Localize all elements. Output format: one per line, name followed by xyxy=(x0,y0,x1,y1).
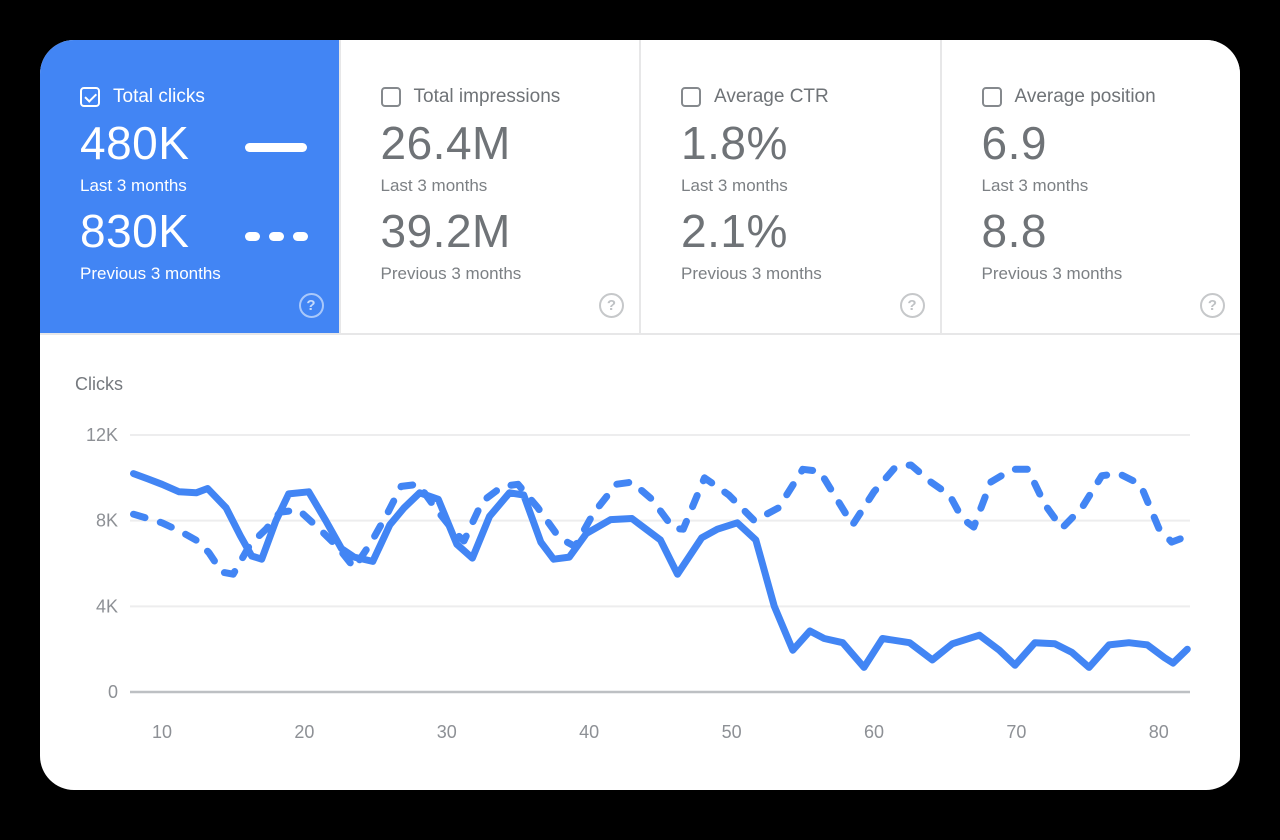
x-tick-label: 40 xyxy=(579,722,599,742)
clicks-line-chart: 0 4K 8K 12K 10 20 30 40 50 60 70 80 xyxy=(86,425,1191,742)
x-tick-label: 30 xyxy=(437,722,457,742)
previous-caption: Previous 3 months xyxy=(981,264,1123,283)
checkbox-unchecked-icon[interactable] xyxy=(380,87,401,107)
previous-value: 39.2M xyxy=(380,205,511,257)
clicks-line-previous xyxy=(130,461,1187,578)
y-tick-label: 12K xyxy=(86,425,118,445)
previous-caption: Previous 3 months xyxy=(80,264,221,283)
current-caption: Last 3 months xyxy=(380,176,488,195)
y-tick-label: 8K xyxy=(96,511,118,531)
previous-caption: Previous 3 months xyxy=(681,264,822,283)
x-tick-label: 20 xyxy=(294,722,314,742)
chart-title: Clicks xyxy=(75,374,123,394)
help-icon[interactable]: ? xyxy=(298,293,324,318)
help-icon[interactable]: ? xyxy=(1200,293,1225,318)
average-ctr-check-row[interactable]: Average CTR xyxy=(681,86,829,108)
solid-line-legend-icon xyxy=(245,143,307,152)
card-label: Average CTR xyxy=(714,86,829,107)
checkbox-checked-icon[interactable] xyxy=(80,87,100,107)
metric-cards-row: Total clicks 480K Last 3 months 830K Pre… xyxy=(40,40,1240,335)
total-impressions-check-row[interactable]: Total impressions xyxy=(380,86,561,108)
checkbox-unchecked-icon[interactable] xyxy=(981,87,1002,107)
total-clicks-check-row[interactable]: Total clicks xyxy=(80,86,205,108)
x-tick-label: 80 xyxy=(1149,722,1169,742)
current-caption: Last 3 months xyxy=(981,176,1089,195)
current-value: 6.9 xyxy=(981,117,1047,169)
card-label: Average position xyxy=(1014,86,1156,107)
y-tick-label: 4K xyxy=(96,596,118,616)
current-value: 1.8% xyxy=(681,117,788,169)
previous-value: 2.1% xyxy=(681,205,788,257)
x-tick-label: 60 xyxy=(864,722,884,742)
x-tick-label: 50 xyxy=(722,722,742,742)
card-label: Total clicks xyxy=(113,86,205,107)
current-caption: Last 3 months xyxy=(681,176,788,195)
average-position-check-row[interactable]: Average position xyxy=(981,86,1156,108)
previous-value: 830K xyxy=(80,205,190,257)
card-total-clicks[interactable]: Total clicks 480K Last 3 months 830K Pre… xyxy=(40,40,339,333)
checkbox-unchecked-icon[interactable] xyxy=(681,87,701,107)
previous-caption: Previous 3 months xyxy=(380,264,522,283)
x-tick-label: 70 xyxy=(1006,722,1026,742)
card-total-impressions[interactable]: Total impressions 26.4M Last 3 months 39… xyxy=(338,40,639,333)
current-value: 480K xyxy=(80,117,190,169)
clicks-line-current xyxy=(130,470,1191,671)
x-tick-label: 10 xyxy=(152,722,172,742)
current-value: 26.4M xyxy=(380,117,511,169)
help-icon[interactable]: ? xyxy=(599,293,624,318)
dashboard-panel: Total clicks 480K Last 3 months 830K Pre… xyxy=(40,40,1240,790)
current-caption: Last 3 months xyxy=(80,176,187,195)
card-label: Total impressions xyxy=(413,86,561,107)
help-icon[interactable]: ? xyxy=(899,293,925,318)
card-average-ctr[interactable]: Average CTR 1.8% Last 3 months 2.1% Prev… xyxy=(639,40,940,333)
card-average-position[interactable]: Average position 6.9 Last 3 months 8.8 P… xyxy=(939,40,1240,333)
dashed-line-legend-icon xyxy=(245,232,308,241)
previous-value: 8.8 xyxy=(981,205,1047,257)
y-tick-label: 0 xyxy=(108,682,118,702)
